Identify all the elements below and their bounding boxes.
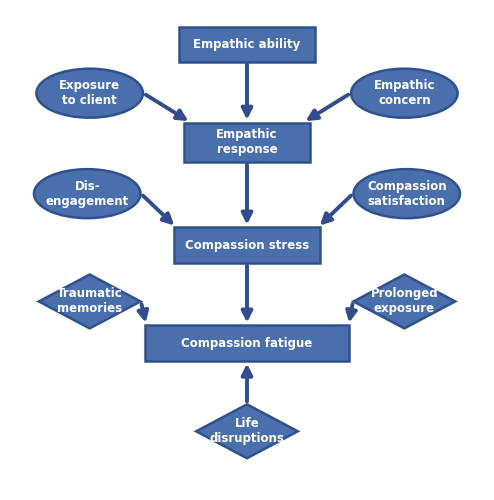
Polygon shape bbox=[196, 404, 298, 458]
Polygon shape bbox=[354, 274, 455, 328]
Ellipse shape bbox=[351, 68, 457, 117]
Text: Compassion stress: Compassion stress bbox=[185, 238, 309, 252]
Text: Compassion fatigue: Compassion fatigue bbox=[181, 336, 313, 349]
FancyBboxPatch shape bbox=[179, 26, 315, 62]
FancyBboxPatch shape bbox=[145, 326, 349, 360]
Text: Empathic
response: Empathic response bbox=[216, 128, 278, 156]
Text: Prolonged
exposure: Prolonged exposure bbox=[370, 288, 438, 316]
Text: Empathic
concern: Empathic concern bbox=[373, 79, 435, 107]
Text: Empathic ability: Empathic ability bbox=[193, 38, 301, 51]
Text: Life
disruptions: Life disruptions bbox=[209, 418, 285, 446]
Ellipse shape bbox=[354, 169, 460, 218]
Text: Exposure
to client: Exposure to client bbox=[59, 79, 120, 107]
FancyBboxPatch shape bbox=[184, 122, 310, 162]
Polygon shape bbox=[39, 274, 140, 328]
FancyBboxPatch shape bbox=[174, 228, 320, 262]
Text: Compassion
satisfaction: Compassion satisfaction bbox=[367, 180, 447, 208]
Text: Traumatic
memories: Traumatic memories bbox=[57, 288, 123, 316]
Ellipse shape bbox=[37, 68, 143, 117]
Text: Dis-
engagement: Dis- engagement bbox=[45, 180, 129, 208]
Ellipse shape bbox=[34, 169, 140, 218]
